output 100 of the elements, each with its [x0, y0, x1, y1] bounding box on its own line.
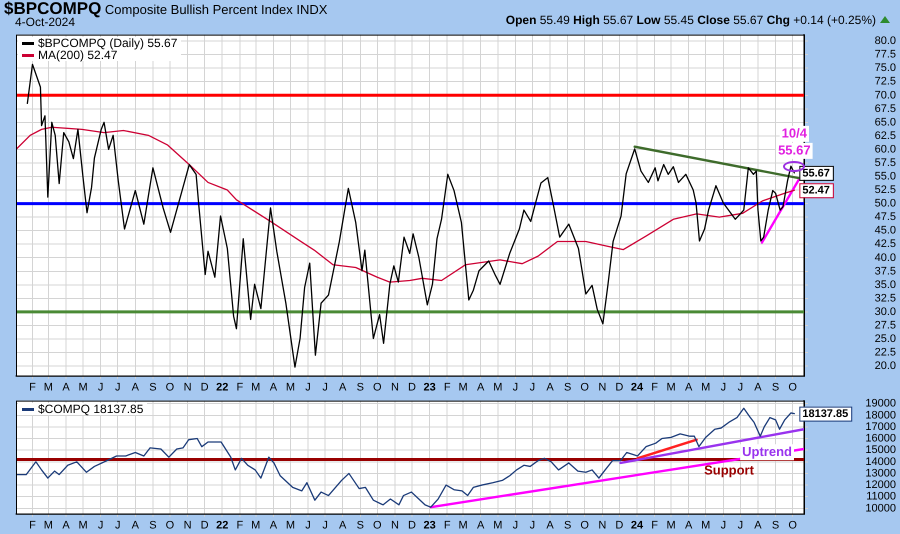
x-tick-label: D — [615, 519, 624, 532]
x-tick-label: F — [651, 381, 658, 394]
x-tick-label: A — [684, 519, 693, 532]
x-tick-label: F — [29, 381, 36, 394]
legend-label: $COMPQ 18137.85 — [38, 402, 144, 416]
y-tick-label: 18000 — [865, 409, 896, 422]
x-tick-label: J — [512, 381, 518, 394]
y-tick-label: 70.0 — [874, 89, 896, 102]
x-tick-label: D — [408, 381, 416, 394]
x-tick-label: 22 — [216, 381, 228, 394]
x-tick-label: S — [356, 381, 364, 394]
x-tick-label: A — [546, 381, 554, 394]
x-tick-label: A — [339, 519, 348, 532]
x-tick-label: O — [166, 519, 175, 532]
y-tick-label: 77.5 — [874, 48, 896, 61]
x-tick-label: N — [598, 381, 606, 394]
x-tick-label: A — [62, 519, 70, 532]
x-tick-label: M — [701, 381, 710, 394]
x-tick-label: A — [754, 381, 762, 394]
text: Open 55.49 High 55.67 Low 55.45 Close 55.67 Chg +0.14 (+0.25%) — [506, 13, 876, 27]
y-tick-label: 11000 — [866, 490, 896, 503]
x-tick-label: J — [322, 381, 328, 394]
x-tick-label: F — [236, 381, 244, 394]
x-tick-label: S — [772, 519, 780, 532]
annotation: 10/4 — [782, 125, 808, 140]
y-tick-label: 42.5 — [874, 238, 896, 250]
chart-title: $BPCOMPQ Composite Bullish Percent Index INDX — [4, 0, 328, 18]
y-tick-label: 67.5 — [874, 102, 896, 115]
data-label: 52.47 — [802, 184, 830, 197]
y-tick-label: 15000 — [865, 444, 896, 456]
x-tick-label: J — [98, 519, 104, 532]
x-tick-label: F — [444, 381, 451, 394]
y-tick-label: 32.5 — [874, 292, 896, 304]
x-tick-label: A — [477, 519, 486, 532]
x-tick-label: J — [114, 381, 120, 394]
data-label: 55.67 — [802, 167, 830, 180]
x-tick-label: J — [98, 381, 104, 394]
x-tick-label: M — [666, 381, 676, 394]
x-tick-label: S — [149, 519, 157, 532]
y-tick-label: 10000 — [865, 502, 896, 514]
x-tick-label: O — [788, 381, 798, 394]
legend-label: $BPCOMPQ (Daily) 55.67 — [38, 36, 178, 50]
x-tick-label: A — [132, 381, 140, 394]
x-tick-label: N — [390, 381, 399, 394]
x-tick-label: S — [772, 381, 780, 394]
y-tick-label: 75.0 — [874, 62, 896, 74]
y-tick-label: 62.5 — [874, 130, 896, 142]
x-tick-label: J — [738, 519, 744, 532]
x-tick-label: M — [78, 519, 88, 532]
y-tick-label: 47.5 — [874, 211, 896, 224]
x-tick-label: J — [530, 519, 536, 532]
y-tick-label: 20.0 — [874, 360, 896, 372]
y-tick-label: 45.0 — [874, 224, 896, 237]
x-tick-label: A — [754, 519, 762, 532]
x-tick-label: M — [251, 381, 260, 394]
x-tick-label: 22 — [216, 519, 228, 532]
x-tick-label: D — [200, 519, 209, 532]
x-tick-label: 23 — [423, 519, 436, 532]
x-tick-label: 23 — [423, 381, 436, 394]
y-tick-label: 14000 — [865, 456, 896, 468]
x-tick-label: M — [44, 381, 53, 394]
x-tick-label: M — [44, 519, 53, 532]
x-tick-label: D — [200, 381, 209, 394]
x-tick-label: M — [78, 381, 88, 394]
x-tick-label: J — [305, 519, 311, 532]
x-tick-label: J — [322, 519, 328, 532]
x-tick-label: M — [493, 381, 502, 394]
chart-subtitle: 4-Oct-2024 — [15, 15, 76, 29]
x-tick-label: M — [458, 519, 468, 532]
y-tick-label: 19000 — [865, 398, 896, 410]
data-label: 18137.85 — [802, 408, 848, 420]
x-tick-label: O — [373, 381, 382, 394]
x-tick-label: O — [788, 519, 798, 532]
y-tick-label: 12000 — [865, 479, 896, 492]
x-tick-label: S — [149, 381, 157, 394]
x-tick-label: M — [286, 381, 295, 394]
y-tick-label: 40.0 — [874, 252, 896, 264]
annotation: 55.67 — [778, 142, 811, 158]
y-tick-label: 17000 — [865, 420, 896, 433]
x-tick-label: A — [339, 381, 348, 394]
ref-line-label: Support — [704, 462, 755, 478]
y-tick-label: 30.0 — [874, 306, 896, 318]
x-tick-label: A — [270, 381, 278, 394]
x-tick-label: A — [132, 519, 140, 532]
y-tick-label: 16000 — [865, 432, 896, 445]
x-tick-label: A — [546, 519, 554, 532]
x-tick-label: M — [666, 519, 676, 532]
x-tick-label: N — [598, 519, 606, 532]
x-tick-label: J — [512, 519, 518, 532]
y-tick-label: 65.0 — [874, 116, 896, 128]
x-tick-label: S — [564, 381, 572, 394]
x-tick-label: O — [580, 519, 590, 532]
x-tick-label: O — [373, 519, 382, 532]
x-tick-label: S — [564, 519, 572, 532]
x-tick-label: A — [62, 381, 70, 394]
y-tick-label: 80.0 — [874, 35, 896, 48]
x-tick-label: F — [444, 519, 451, 532]
x-tick-label: J — [738, 381, 744, 394]
x-tick-label: M — [458, 381, 468, 394]
x-tick-label: M — [493, 519, 502, 532]
